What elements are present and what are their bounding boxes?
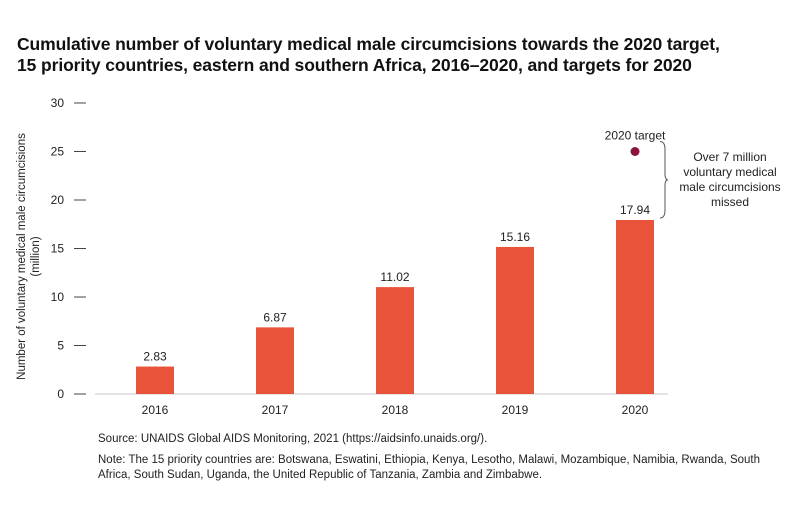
bar (376, 287, 414, 394)
y-tick-label: 15 (51, 242, 65, 256)
x-tick-label: 2020 (622, 403, 649, 417)
y-axis: 0 5 10 15 20 25 30 (51, 96, 86, 401)
annotation-text-line: missed (711, 195, 749, 209)
bars: 2.83 2016 6.87 2017 11.02 2018 15.16 2019 17.94 2… (136, 203, 654, 417)
bar-value-label: 15.16 (500, 230, 530, 244)
bar-value-label: 2.83 (143, 350, 167, 364)
bar (256, 327, 294, 394)
bar (496, 246, 534, 394)
bar-chart: Number of voluntary medical male circumc… (16, 96, 781, 417)
x-tick-label: 2017 (262, 403, 289, 417)
annotation-brace (659, 141, 669, 219)
x-tick-label: 2016 (142, 403, 169, 417)
chart-notes: Source: UNAIDS Global AIDS Monitoring, 2… (98, 432, 788, 483)
x-tick-label: 2019 (502, 403, 529, 417)
bar-value-label: 6.87 (263, 310, 287, 324)
y-axis-label: Number of voluntary medical male circumc… (16, 133, 42, 380)
chart-title-line-2: 15 priority countries, eastern and south… (17, 55, 692, 75)
bar-value-label: 11.02 (380, 270, 409, 284)
bar (616, 219, 654, 394)
x-tick-label: 2018 (382, 403, 409, 417)
note-text: Note: The 15 priority countries are: Bot… (98, 454, 761, 481)
annotation-text-line: male circumcisions (679, 180, 780, 194)
y-tick-label: 20 (51, 193, 65, 207)
source-text: Source: UNAIDS Global AIDS Monitoring, 2… (98, 433, 488, 445)
y-axis-label-line: Number of voluntary medical male circumc… (16, 133, 28, 380)
bar-value-label: 17.94 (620, 203, 650, 217)
annotation-text-line: Over 7 million (693, 150, 766, 164)
y-tick-label: 0 (57, 387, 64, 401)
target-marker (630, 147, 640, 156)
chart-title-line-1: Cumulative number of voluntary medical m… (17, 34, 720, 54)
y-tick-label: 10 (51, 290, 65, 304)
y-axis-label-line: (million) (30, 236, 42, 276)
target-label: 2020 target (605, 129, 666, 143)
annotation-text-line: voluntary medical (683, 165, 776, 179)
chart-title: Cumulative number of voluntary medical m… (17, 34, 787, 76)
y-tick-label: 30 (51, 96, 65, 110)
y-tick-label: 5 (57, 339, 64, 353)
y-tick-label: 25 (51, 145, 65, 159)
bar (136, 366, 174, 394)
target-marker-group: 2020 target (605, 129, 666, 156)
